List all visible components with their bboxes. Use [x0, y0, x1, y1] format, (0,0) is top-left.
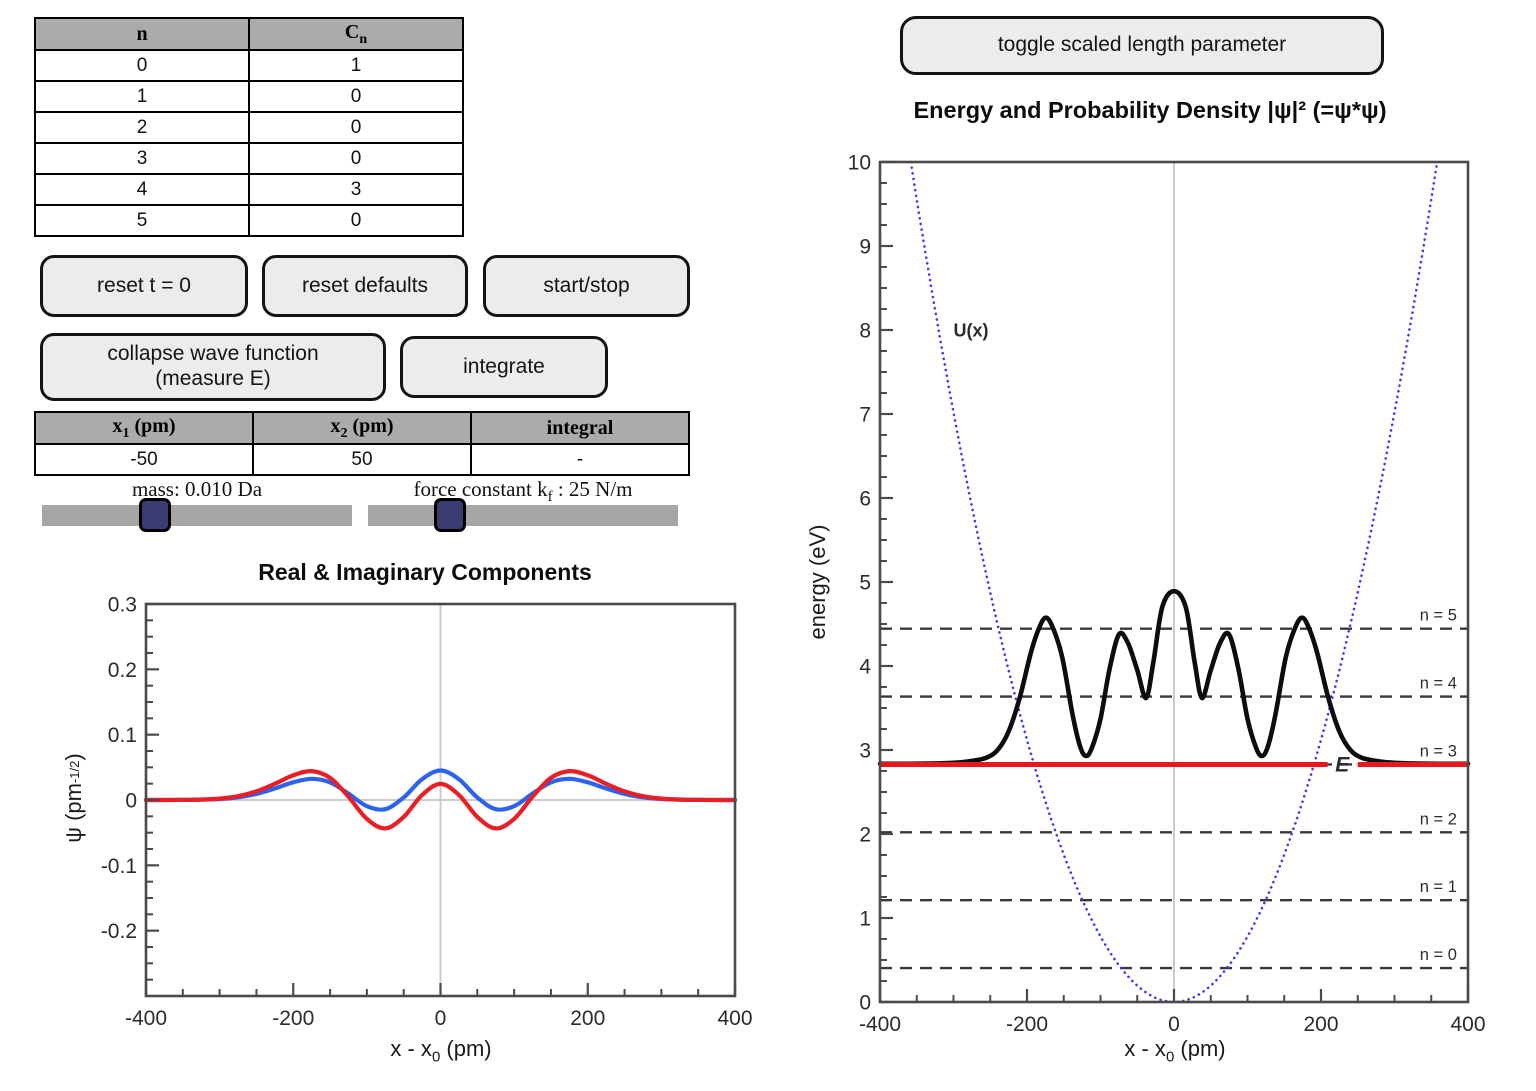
reset-defaults-button[interactable]: reset defaults [262, 255, 468, 317]
energy-x-axis-label: x - x0 (pm) [1124, 1036, 1226, 1066]
svg-text:0: 0 [435, 1007, 447, 1030]
table-cell[interactable]: 1 [248, 49, 464, 82]
svg-text:-400: -400 [859, 1013, 901, 1036]
table-cell: 3 [34, 142, 250, 175]
table-cell[interactable]: 3 [248, 173, 464, 206]
realimag-chart: -400 -200 0 200 400 0.3 0.2 0.1 0 -0.1 -0.2 [101, 594, 753, 1031]
column-header: x2 (pm) [252, 411, 472, 445]
svg-text:9: 9 [859, 236, 871, 259]
mass-slider[interactable] [42, 498, 352, 532]
mass-slider-thumb[interactable] [138, 498, 171, 532]
column-header: Cn [248, 17, 464, 51]
svg-text:5: 5 [859, 572, 871, 595]
svg-text:0: 0 [1168, 1013, 1180, 1036]
table-cell[interactable]: 0 [248, 111, 464, 144]
svg-text:1: 1 [859, 908, 871, 931]
svg-text:-200: -200 [1006, 1013, 1048, 1036]
collapse-wavefunction-button[interactable]: collapse wave function (measure E) [40, 333, 386, 401]
svg-text:200: 200 [570, 1007, 605, 1030]
svg-text:U(x): U(x) [954, 321, 989, 341]
mass-slider-label: mass: 0.010 Da [131, 477, 263, 501]
table-cell: 1 [34, 80, 250, 113]
svg-text:-200: -200 [272, 1007, 314, 1030]
coefficient-table: n Cn 0 1 1 0 2 0 3 0 4 3 5 0 [34, 17, 464, 237]
svg-text:-0.1: -0.1 [101, 855, 137, 878]
svg-text:10: 10 [848, 152, 871, 175]
svg-text:0.3: 0.3 [108, 594, 137, 617]
svg-text:0: 0 [859, 992, 871, 1015]
svg-text:3: 3 [859, 740, 871, 763]
integral-table: x1 (pm) x2 (pm) integral -50 50- [34, 411, 690, 476]
table-row: -50 50- [34, 443, 690, 476]
realimag-chart-title: Real & Imaginary Components [258, 559, 592, 585]
table-cell[interactable]: 0 [248, 142, 464, 175]
svg-text:n = 3: n = 3 [1420, 742, 1457, 760]
force-constant-slider-thumb[interactable] [433, 498, 466, 532]
svg-text:n = 0: n = 0 [1420, 946, 1457, 964]
svg-text:400: 400 [1450, 1013, 1485, 1036]
table-cell[interactable]: 0 [248, 80, 464, 113]
energy-chart: n = 0 n = 1 n = 2 n = 3 n = 4 n = 5 U(x) E -400 -… [848, 152, 1486, 1037]
svg-text:2: 2 [859, 824, 871, 847]
table-cell[interactable]: -50 [34, 443, 254, 476]
svg-text:6: 6 [859, 488, 871, 511]
svg-text:200: 200 [1303, 1013, 1338, 1036]
integrate-button[interactable]: integrate [400, 336, 608, 398]
force-constant-slider[interactable] [368, 498, 678, 532]
realimag-x-axis-label: x - x0 (pm) [390, 1036, 492, 1066]
force-constant-slider-label: force constant kf : 25 N/m [413, 477, 633, 506]
svg-text:-400: -400 [125, 1007, 167, 1030]
svg-text:E: E [1335, 753, 1350, 776]
energy-chart-title: Energy and Probability Density |ψ|² (=ψ*… [913, 97, 1387, 123]
table-cell: 2 [34, 111, 250, 144]
svg-text:7: 7 [859, 404, 871, 427]
table-cell: 4 [34, 173, 250, 206]
energy-y-axis-label: energy (eV) [805, 524, 830, 640]
reset-t0-button[interactable]: reset t = 0 [40, 255, 248, 317]
svg-text:0: 0 [125, 790, 137, 813]
realimag-y-axis-label: ψ (pm -1/2) [61, 753, 86, 843]
svg-text:8: 8 [859, 320, 871, 343]
svg-text:n = 1: n = 1 [1420, 878, 1457, 896]
table-cell: - [470, 443, 690, 476]
svg-text:0.1: 0.1 [108, 724, 137, 747]
svg-text:0.2: 0.2 [108, 659, 137, 682]
svg-text:n = 2: n = 2 [1420, 810, 1457, 828]
toggle-scaled-length-button[interactable]: toggle scaled length parameter [900, 16, 1384, 75]
start-stop-button[interactable]: start/stop [483, 255, 690, 317]
table-cell: 5 [34, 204, 250, 237]
svg-text:n = 4: n = 4 [1420, 675, 1457, 693]
column-header: integral [470, 411, 690, 445]
table-cell[interactable]: 50 [252, 443, 472, 476]
column-header: n [34, 17, 250, 51]
column-header: x1 (pm) [34, 411, 254, 445]
table-cell[interactable]: 0 [248, 204, 464, 237]
svg-text:4: 4 [859, 656, 871, 679]
svg-text:n = 5: n = 5 [1420, 607, 1457, 625]
table-cell: 0 [34, 49, 250, 82]
svg-text:-0.2: -0.2 [101, 920, 137, 943]
svg-text:400: 400 [717, 1007, 752, 1030]
